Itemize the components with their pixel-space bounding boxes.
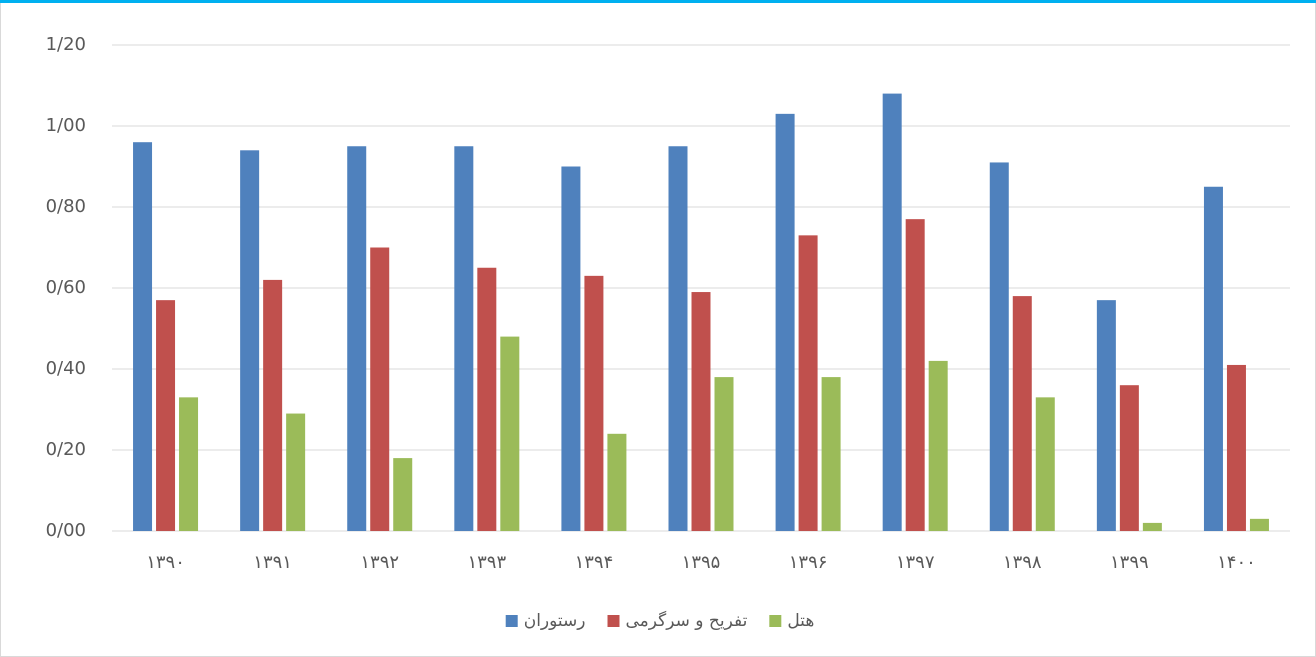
bar [1142, 522, 1162, 531]
x-tick-label: ۱۳۹۲ [360, 552, 399, 573]
bar [1249, 518, 1269, 531]
bar [286, 413, 306, 531]
bar [928, 360, 948, 531]
bar [263, 279, 283, 531]
legend-swatch [769, 615, 782, 627]
legend-label: هتل [787, 611, 814, 631]
y-tick-label: 0/00 [46, 520, 86, 541]
bar [1096, 300, 1116, 531]
y-tick-label: 0/40 [46, 358, 86, 379]
legend-swatch [505, 615, 518, 627]
x-tick-label: ۱۳۹۸ [1003, 552, 1042, 573]
y-tick-label: 1/20 [46, 34, 86, 55]
legend-label: رستوران [524, 611, 586, 631]
bar [1226, 364, 1246, 531]
y-tick-label: 0/20 [46, 439, 86, 460]
x-tick-label: ۱۳۹۵ [682, 552, 721, 573]
bar [240, 150, 260, 532]
x-tick-label: ۱۳۹۹ [1110, 552, 1149, 573]
x-tick-label: ۱۳۹۷ [896, 552, 935, 573]
x-tick-label: ۱۳۹۱ [253, 552, 292, 573]
x-tick-label: ۱۳۹۶ [789, 552, 828, 573]
bar [668, 146, 688, 531]
bar [714, 377, 734, 531]
bar [156, 300, 176, 531]
bar [1119, 385, 1139, 531]
bar [1203, 186, 1223, 531]
y-tick-label: 0/80 [46, 196, 86, 217]
bar [133, 142, 153, 531]
bar [905, 219, 925, 531]
top-edge [0, 0, 1316, 3]
bar [393, 458, 413, 531]
bar [882, 93, 902, 531]
bar [500, 336, 520, 531]
x-tick-label: ۱۴۰۰ [1217, 552, 1256, 573]
bar [454, 146, 474, 531]
bar [370, 247, 390, 531]
bar [607, 433, 627, 531]
x-tick-label: ۱۳۹۴ [575, 552, 614, 573]
bar [561, 166, 581, 531]
bar [821, 377, 841, 531]
x-tick-label: ۱۳۹۳ [467, 552, 506, 573]
bar [347, 146, 367, 531]
bar [775, 113, 795, 531]
y-tick-label: 1/00 [46, 115, 86, 136]
bar [477, 267, 497, 531]
y-tick-label: 0/60 [46, 277, 86, 298]
legend-label: تفریح و سرگرمی [626, 610, 748, 631]
x-tick-label: ۱۳۹۰ [146, 552, 185, 573]
bar [798, 235, 818, 531]
bar [691, 292, 711, 531]
legend-swatch [607, 615, 620, 627]
bar [1012, 296, 1032, 531]
bar [584, 275, 604, 531]
bar [179, 397, 199, 531]
bar [1035, 397, 1055, 531]
bar [989, 162, 1009, 531]
